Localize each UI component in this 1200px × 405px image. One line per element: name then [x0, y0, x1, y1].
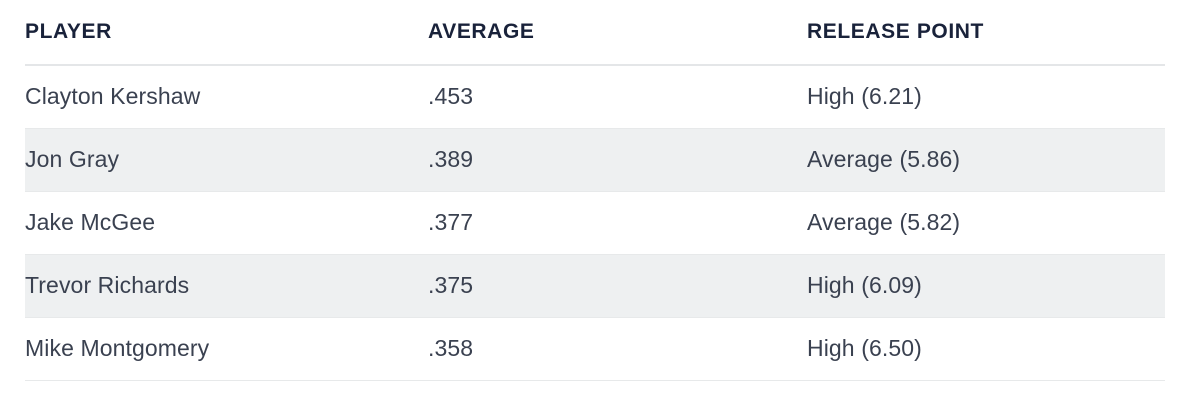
cell-average: .389: [428, 128, 807, 191]
cell-player: Jon Gray: [25, 128, 428, 191]
table-row: Clayton Kershaw .453 High (6.21): [25, 64, 1165, 129]
cell-release-point: High (6.09): [807, 254, 1165, 317]
cell-average: .453: [428, 64, 807, 129]
column-header-player: PLAYER: [25, 0, 428, 66]
cell-average: .377: [428, 190, 807, 255]
table-body: Clayton Kershaw .453 High (6.21) Jon Gra…: [25, 64, 1165, 381]
cell-release-point: High (6.21): [807, 64, 1165, 129]
cell-release-point: High (6.50): [807, 316, 1165, 381]
table-row: Jake McGee .377 Average (5.82): [25, 190, 1165, 255]
cell-release-point: Average (5.82): [807, 190, 1165, 255]
cell-player: Clayton Kershaw: [25, 64, 428, 129]
player-stats-table: PLAYER AVERAGE RELEASE POINT Clayton Ker…: [25, 0, 1165, 381]
table-header: PLAYER AVERAGE RELEASE POINT: [25, 0, 1165, 66]
table-header-row: PLAYER AVERAGE RELEASE POINT: [25, 0, 1165, 66]
cell-player: Jake McGee: [25, 190, 428, 255]
cell-average: .375: [428, 254, 807, 317]
cell-player: Mike Montgomery: [25, 316, 428, 381]
column-header-release-point: RELEASE POINT: [807, 0, 1165, 66]
cell-average: .358: [428, 316, 807, 381]
column-header-average: AVERAGE: [428, 0, 807, 66]
cell-player: Trevor Richards: [25, 254, 428, 317]
table-row: Mike Montgomery .358 High (6.50): [25, 316, 1165, 381]
table-row: Jon Gray .389 Average (5.86): [25, 128, 1165, 191]
table-row: Trevor Richards .375 High (6.09): [25, 254, 1165, 317]
cell-release-point: Average (5.86): [807, 128, 1165, 191]
